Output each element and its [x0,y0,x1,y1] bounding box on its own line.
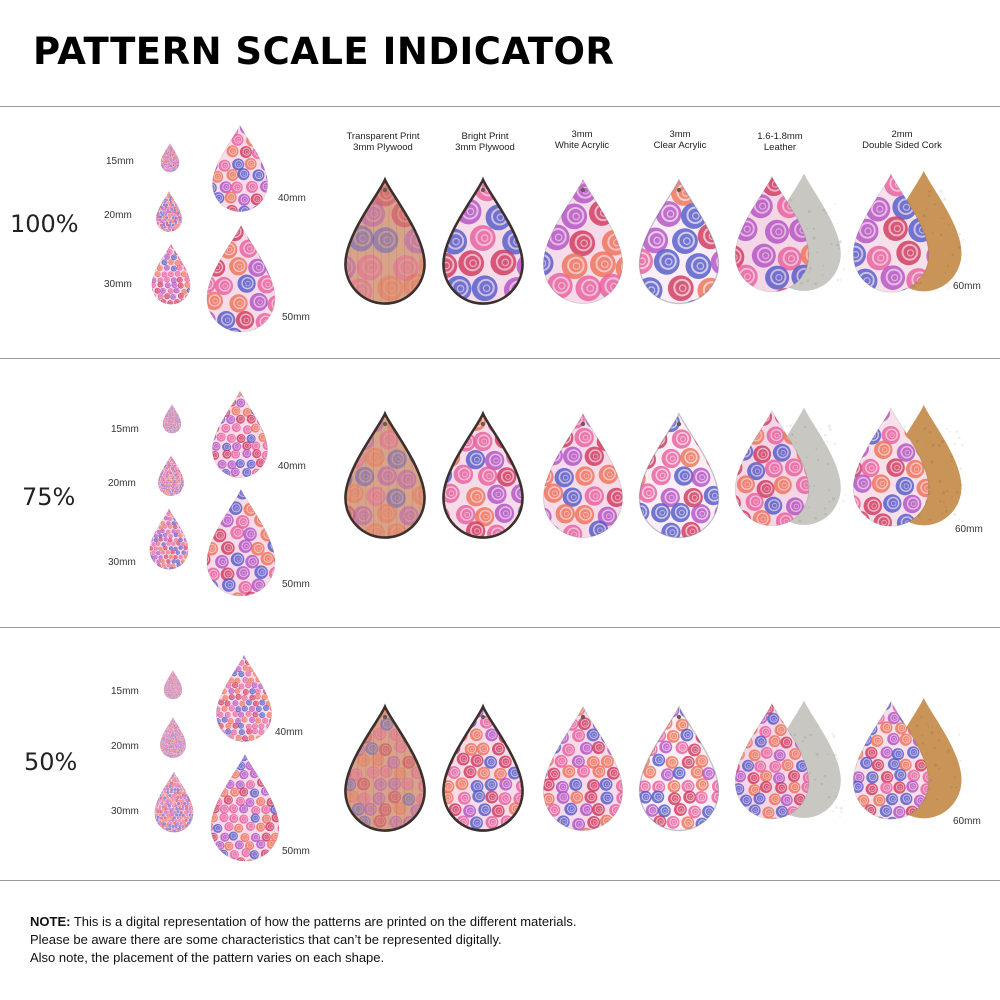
size-label-15: 15mm [111,686,139,697]
swatch-white-acrylic-50 [543,705,623,831]
size-label-40: 40mm [278,461,306,472]
swatch-clear-acrylic-50 [638,705,720,832]
drop-50mm-scale-100 [206,224,276,333]
divider-1 [0,358,1000,359]
note-line-3: Also note, the placement of the pattern … [30,950,385,965]
drop-30mm-scale-100 [151,243,191,305]
size-label-30: 30mm [111,806,139,817]
size-label-20: 20mm [108,478,136,489]
drop-15mm-scale-75 [162,404,182,434]
size-label-50: 50mm [282,312,310,323]
swatch-bright-plywood-75 [442,410,524,539]
drop-40mm-scale-100 [212,124,268,212]
size-label-15: 15mm [111,424,139,435]
drop-15mm-scale-100 [160,143,180,173]
swatch-clear-acrylic-75 [638,412,720,539]
size-label-20: 20mm [111,741,139,752]
swatch-transparent-plywood-100 [344,176,426,305]
size-label-60: 60mm [955,524,983,535]
divider-top [0,106,1000,107]
drop-50mm-scale-75 [206,488,276,597]
drop-15mm-scale-50 [163,670,183,700]
size-label-60: 60mm [953,281,981,292]
material-label-transparent-plywood: Transparent Print 3mm Plywood [346,131,420,153]
footnote: NOTE: This is a digital representation o… [30,913,577,967]
drop-20mm-scale-75 [157,455,185,497]
note-bold: NOTE: [30,914,71,929]
size-label-30: 30mm [104,279,132,290]
size-label-40: 40mm [278,193,306,204]
size-label-40: 40mm [275,727,303,738]
divider-2 [0,627,1000,628]
swatch-bright-plywood-100 [442,176,524,305]
drop-20mm-scale-100 [155,191,183,233]
note-line-2: Please be aware there are some character… [30,932,502,947]
note-line-1: This is a digital representation of how … [70,914,577,929]
size-label-60: 60mm [953,816,981,827]
drop-40mm-scale-50 [216,654,272,742]
drop-40mm-scale-75 [212,390,268,478]
swatch-transparent-plywood-50 [344,703,426,832]
swatch-cork-75 [852,404,964,527]
swatch-white-acrylic-100 [543,178,623,304]
scale-label: 100% [10,210,79,238]
scale-label: 75% [22,483,76,511]
divider-bottom [0,880,1000,881]
page-title: PATTERN SCALE INDICATOR [33,30,615,73]
scale-label: 50% [24,748,78,776]
drop-20mm-scale-50 [159,717,187,759]
size-label-15: 15mm [106,156,134,167]
material-label-clear-acrylic: 3mm Clear Acrylic [653,129,707,151]
swatch-clear-acrylic-100 [638,178,720,305]
swatch-leather-75 [734,407,845,527]
size-label-30: 30mm [108,557,136,568]
swatch-transparent-plywood-75 [344,410,426,539]
material-label-leather: 1.6-1.8mm Leather [757,131,803,153]
drop-30mm-scale-75 [149,508,189,570]
drop-30mm-scale-50 [154,771,194,833]
drop-50mm-scale-50 [210,753,280,862]
swatch-cork-100 [852,170,965,293]
size-label-20: 20mm [104,210,132,221]
material-label-cork: 2mm Double Sided Cork [862,129,942,151]
swatch-leather-50 [734,700,845,820]
swatch-white-acrylic-75 [543,412,623,538]
swatch-leather-100 [734,173,846,293]
size-label-50: 50mm [282,846,310,857]
material-label-white-acrylic: 3mm White Acrylic [554,129,610,151]
material-label-bright-plywood: Bright Print 3mm Plywood [455,131,515,153]
swatch-cork-50 [852,697,962,820]
size-label-50: 50mm [282,579,310,590]
swatch-bright-plywood-50 [442,703,524,832]
